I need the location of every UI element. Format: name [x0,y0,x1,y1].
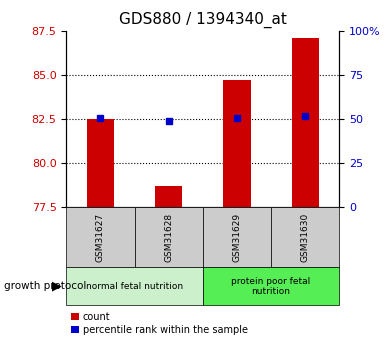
Text: GSM31628: GSM31628 [164,213,173,262]
Text: GSM31629: GSM31629 [232,213,241,262]
Bar [135,207,203,267]
Legend: count, percentile rank within the sample: count, percentile rank within the sample [71,312,248,335]
Text: growth protocol: growth protocol [4,282,86,291]
Bar [66,207,135,267]
Text: protein poor fetal
nutrition: protein poor fetal nutrition [231,277,311,296]
Bar [203,207,271,267]
Bar [87,119,114,207]
Text: ▶: ▶ [52,280,61,293]
Bar [271,207,339,267]
Text: normal fetal nutrition: normal fetal nutrition [86,282,183,291]
Bar [155,186,183,207]
Bar [223,80,251,207]
Title: GDS880 / 1394340_at: GDS880 / 1394340_at [119,12,287,28]
Bar [203,267,339,305]
Text: GSM31630: GSM31630 [301,213,310,262]
Bar [291,38,319,207]
Bar [66,267,203,305]
Text: GSM31627: GSM31627 [96,213,105,262]
